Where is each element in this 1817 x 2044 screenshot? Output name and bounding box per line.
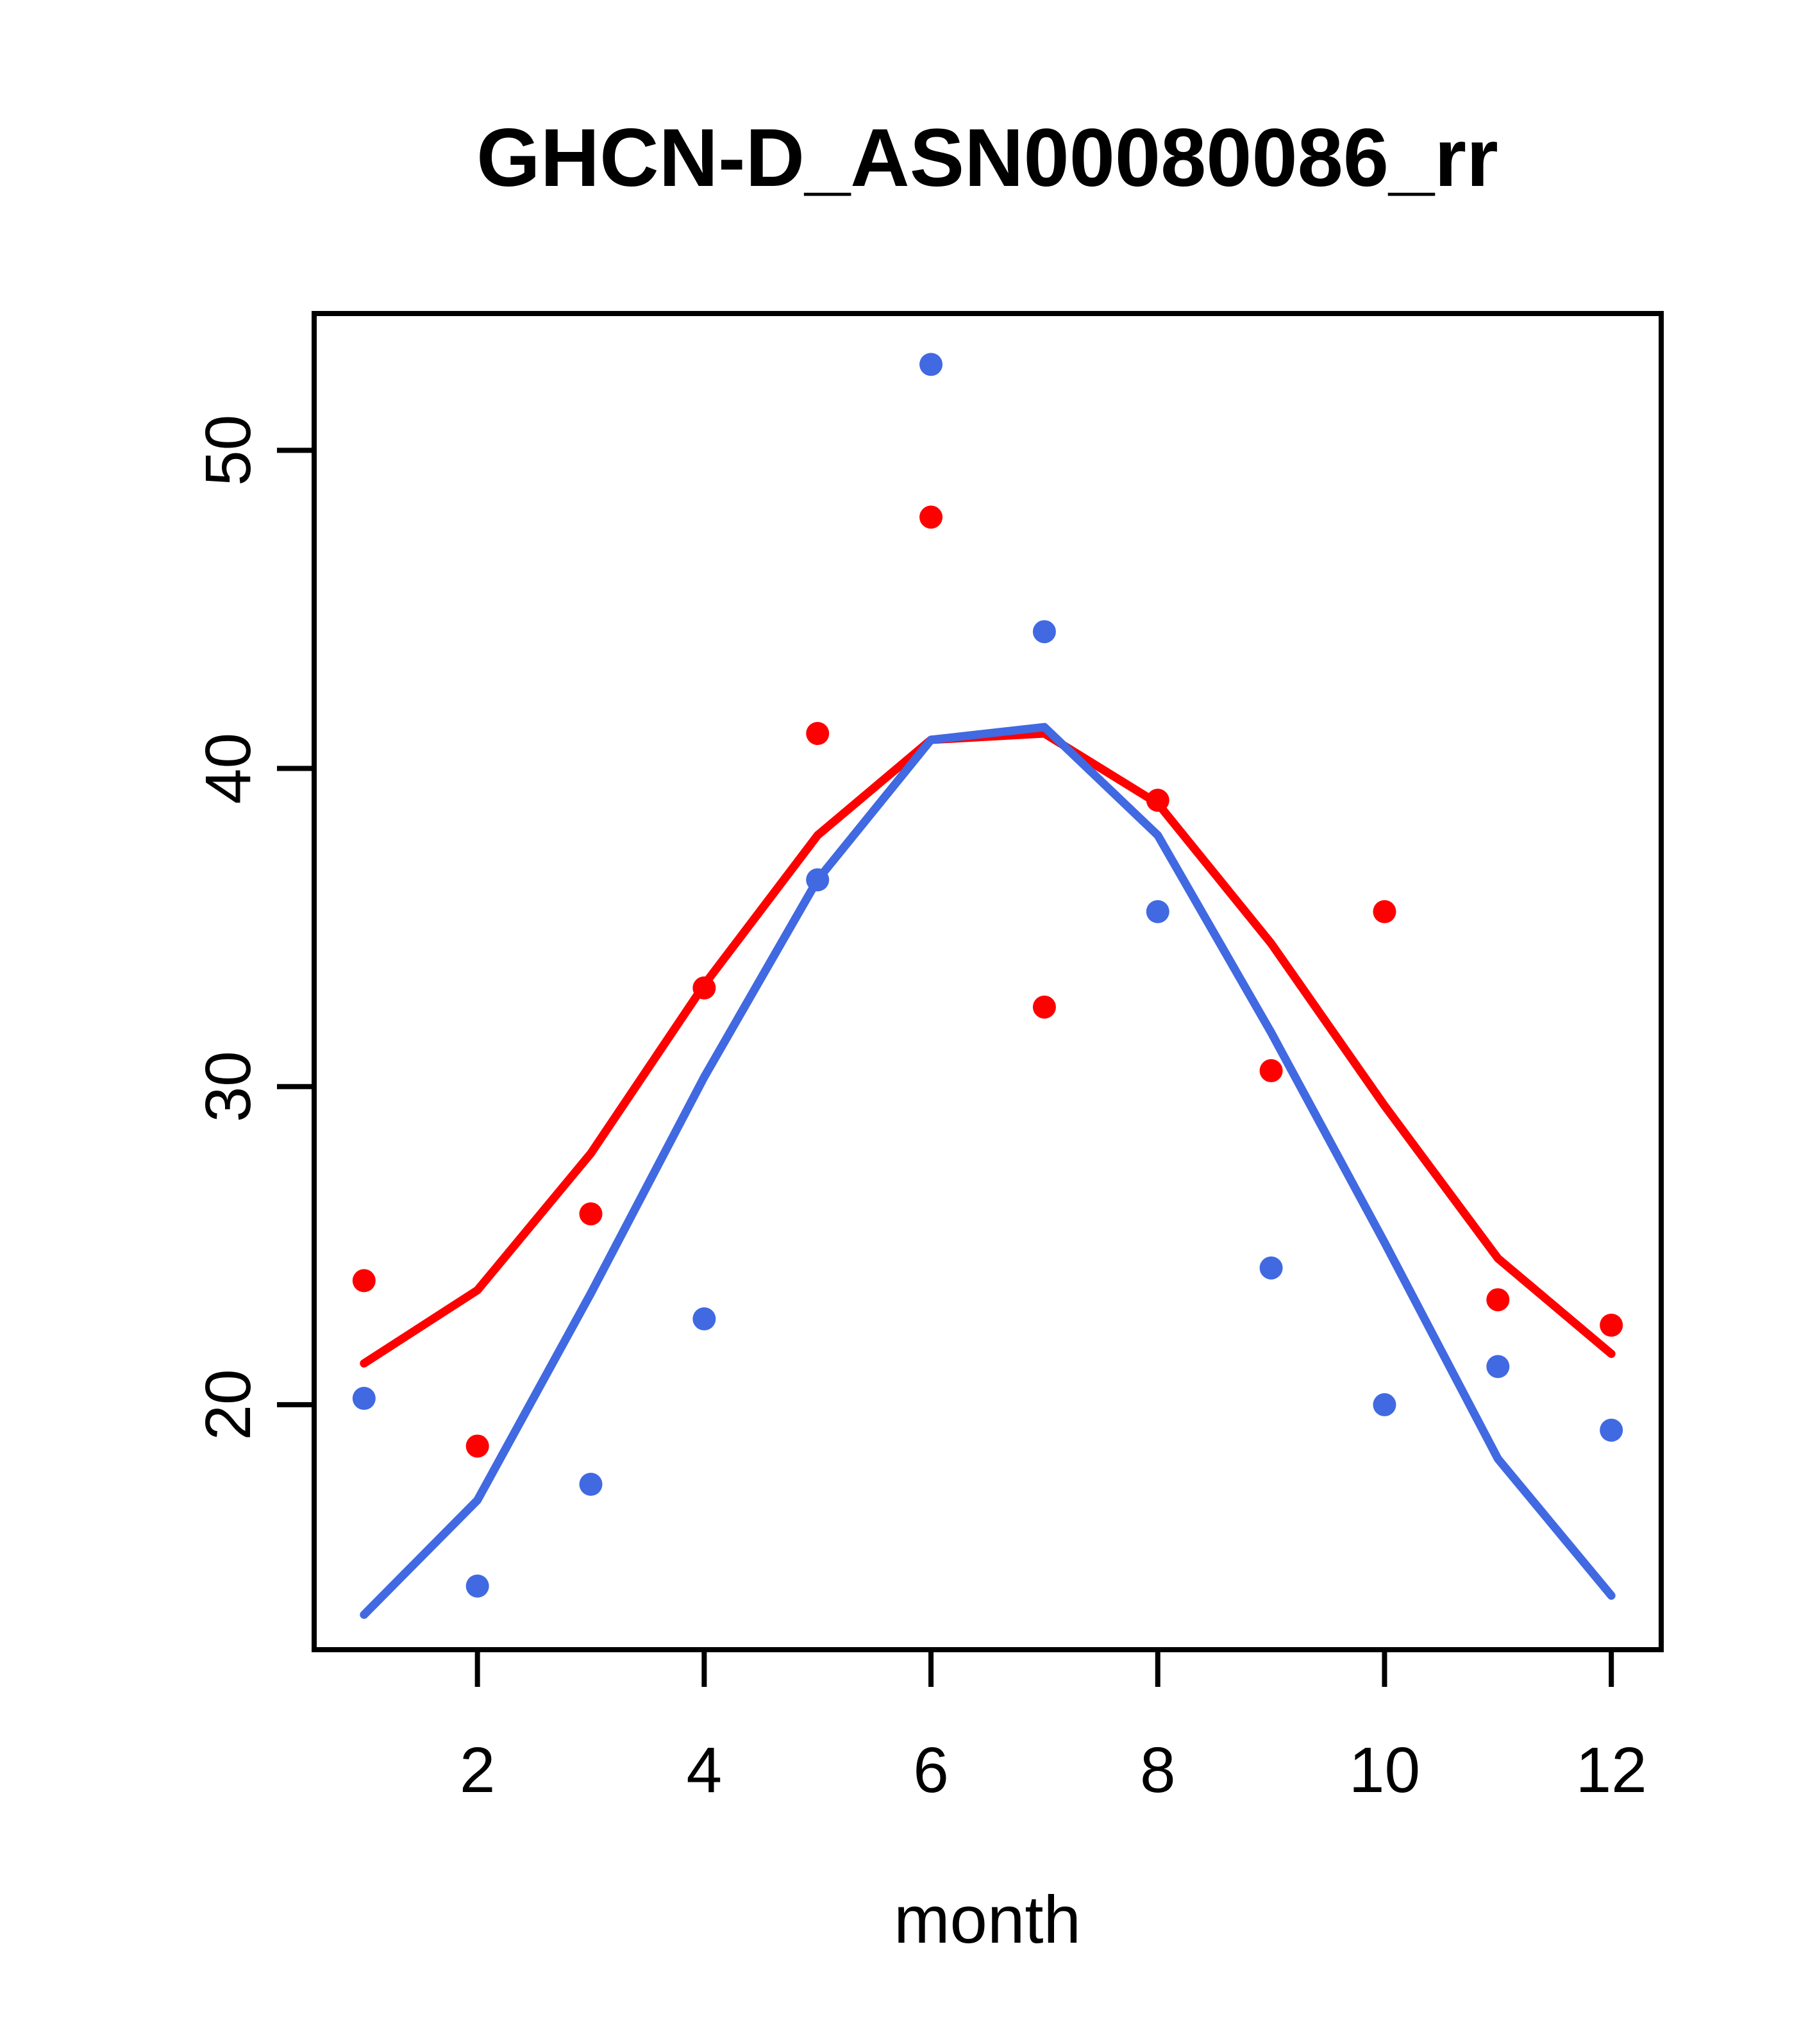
- red-point-marker: [692, 976, 716, 1000]
- red-point-marker: [1486, 1288, 1510, 1312]
- y-tick-label: 20: [192, 1369, 264, 1440]
- y-tick-label: 30: [192, 1051, 264, 1122]
- blue-point-marker: [1600, 1418, 1623, 1442]
- y-tick-label: 50: [192, 415, 264, 486]
- x-tick-label: 8: [1140, 1734, 1176, 1806]
- y-tick-label: 40: [192, 733, 264, 804]
- blue-point-marker: [1032, 620, 1056, 644]
- x-tick-label: 10: [1349, 1734, 1420, 1806]
- red-point-marker: [806, 721, 830, 745]
- red-point-marker: [1373, 900, 1396, 923]
- red-line-series: [360, 729, 1616, 1368]
- blue-point-marker: [919, 353, 943, 376]
- blue-point-marker: [1146, 900, 1169, 923]
- red-point-marker: [465, 1434, 489, 1458]
- blue-point-marker: [1373, 1393, 1396, 1416]
- red-point-marker: [1146, 789, 1169, 812]
- blue-point-marker: [1486, 1355, 1510, 1378]
- blue-point-marker: [352, 1387, 376, 1411]
- x-tick-label: 12: [1576, 1734, 1647, 1806]
- blue-point-marker: [465, 1574, 489, 1598]
- blue-point-marker: [579, 1472, 603, 1496]
- blue-point-marker: [692, 1307, 716, 1330]
- x-tick-label: 2: [460, 1734, 496, 1806]
- red-point-marker: [1600, 1313, 1623, 1337]
- plot-area: 2 4 6 8 10 12 20 30 40 50: [192, 311, 1664, 1806]
- red-point-marker: [1032, 995, 1056, 1019]
- red-point-marker: [1259, 1059, 1283, 1082]
- x-tick-label: 4: [687, 1734, 723, 1806]
- blue-point-marker: [806, 868, 830, 892]
- x-axis-label: month: [894, 1882, 1081, 1957]
- blue-point-marker: [1259, 1256, 1283, 1280]
- x-tick-label: 6: [913, 1734, 949, 1806]
- red-point-marker: [919, 505, 943, 529]
- chart-title: GHCN-D_ASN00080086_rr: [476, 112, 1498, 204]
- red-point-marker: [352, 1269, 376, 1293]
- plot-frame: [312, 311, 1664, 1652]
- red-point-marker: [579, 1202, 603, 1226]
- blue-line-series: [360, 723, 1616, 1619]
